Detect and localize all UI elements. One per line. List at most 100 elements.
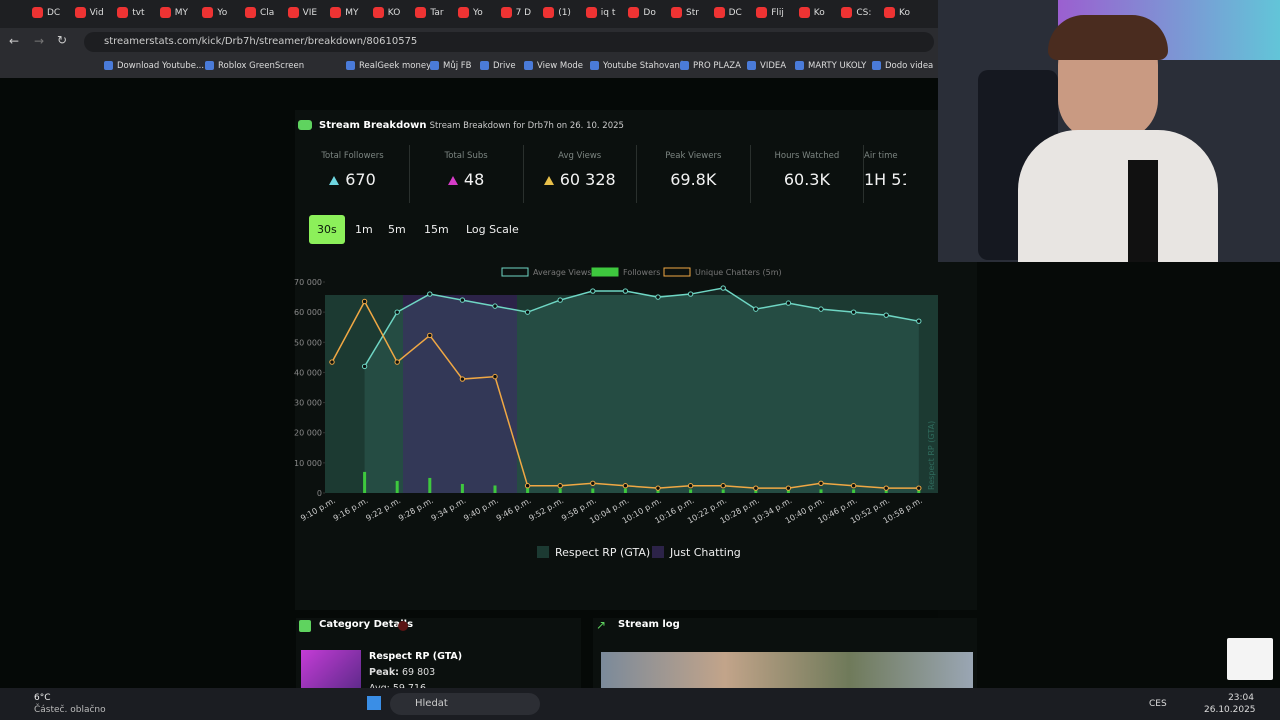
tab-label: Cla [260,8,275,18]
subtitle: Stream Breakdown for Drb7h on 26. 10. 20… [429,121,624,131]
interval-button[interactable]: 30s [309,215,345,244]
tab[interactable]: Yo [202,7,232,18]
tab-label: Str [686,8,699,18]
bookmark-label: Youtube Stahovaní [603,61,683,71]
search-box[interactable]: Hledat [390,693,540,715]
point [557,297,563,303]
tab[interactable]: MY [330,7,360,18]
tab[interactable]: Do [628,7,658,18]
bookmark[interactable]: Můj FB [430,61,472,71]
stat-card: Total Subs 48 [410,145,524,203]
follower-bar [721,489,725,493]
follower-bar [623,488,627,493]
title: Stream Breakdown [319,120,427,131]
stat-value: 60.3K [750,170,863,189]
tab[interactable]: (1) [543,7,573,18]
tab[interactable]: Ko [884,7,914,18]
bookmark-label: Drive [493,61,516,71]
tab[interactable]: Tar [415,7,445,18]
y-tick-label: 60 000 [294,308,322,317]
x-tick-label: 9:10 p.m. [299,496,337,523]
tab[interactable]: Vid [74,7,105,18]
date: 26.10.2025 [1204,705,1256,715]
tab[interactable]: KO [372,7,403,18]
stat-value: 1H 51M [864,170,906,189]
stat-label: Total Subs [444,151,488,161]
bookmark[interactable]: RealGeek money [346,61,431,71]
point [622,483,629,489]
stat-number: 1H 51M [864,170,906,189]
bookmark[interactable]: MARTY UKOLY [795,61,866,71]
bookmark[interactable]: Dodo videa [872,61,933,71]
point [459,376,466,382]
tab-bar: DC Vid tvt MY Yo Cla VIE MY KO Tar Yo 7 D (1) iq t Do S… [0,0,938,28]
tab[interactable]: tvt [117,7,147,18]
back[interactable]: ← [9,34,20,48]
point [655,294,661,300]
tab[interactable]: Cla [245,7,275,18]
tab[interactable]: 7 D [500,7,531,18]
band-respect [325,295,403,493]
tab-label: CS: [856,8,872,18]
bookmark[interactable]: VIDEA [747,61,786,71]
tab[interactable]: MY [159,7,190,18]
tab-label: MY [345,8,359,18]
interval-button[interactable]: 5m [388,223,406,236]
tab-label: MY [174,8,189,18]
tab[interactable]: DC [713,7,744,18]
bookmark-label: Můj FB [443,61,472,71]
log-thumbnail [601,652,973,688]
category-title: Category Details [319,619,414,630]
tab-label: Ko [813,8,825,18]
tab-label: (1) [558,8,571,18]
point [524,483,531,489]
category-name: Respect RP (GTA) [369,651,463,662]
tab-label: DC [47,8,61,18]
follower-bar [591,488,595,493]
chart: Respect RP (GTA) 0 10 000 20 000 30 000 40 00… [294,267,938,559]
tab[interactable]: Ko [798,7,829,18]
stat-label: Peak Viewers [665,151,722,161]
url[interactable]: streamerstats.com/kick/Drb7h/streamer/br… [84,32,934,52]
tab[interactable]: VIE [287,7,318,18]
follower-bar [493,485,497,493]
interval-button[interactable]: 15m [424,223,449,236]
tab[interactable]: iq t [585,7,616,18]
bookmark-label: RealGeek money [359,61,432,71]
y-tick-label: 0 [317,489,322,498]
y-tick-label: 30 000 [294,399,322,408]
stat-label: Air time [864,151,898,161]
stream-log-title: Stream log [618,619,680,630]
header: Stream Breakdown Stream Breakdown for Dr… [319,120,624,131]
tab[interactable]: CS: [841,7,871,18]
tab[interactable]: Flij [756,7,786,18]
point [883,312,889,318]
point [753,485,759,491]
follower-bar [689,489,693,493]
point [590,288,596,294]
interval-button[interactable]: 1m [355,223,373,236]
point [492,373,498,380]
bookmark[interactable]: Roblox GreenScreen [205,61,304,71]
follower-bar [460,483,464,493]
tab[interactable]: Str [671,7,701,18]
point [720,285,726,291]
bookmark[interactable]: Download Youtube... [104,61,204,71]
y-tick-label: 50 000 [294,338,322,347]
follower-bar [754,489,758,493]
x-tick-label: 9:40 p.m. [462,496,500,523]
reload[interactable]: ↻ [57,33,68,47]
follower-bar [558,488,562,493]
legend-label: Average Views [533,268,592,277]
bookmark[interactable]: PRO PLAZA [680,61,741,71]
bookmark[interactable]: Drive [480,61,516,71]
bookmark[interactable]: Youtube Stahovaní [590,61,682,71]
interval-button[interactable]: Log Scale [466,223,519,236]
bookmark[interactable]: View Mode [524,61,583,71]
forward[interactable]: → [34,34,45,48]
y-tick-label: 70 000 [294,278,322,287]
point [818,306,824,312]
tab[interactable]: Yo [458,7,488,18]
tab[interactable]: DC [32,7,62,18]
tab-label: Flij [771,8,784,18]
